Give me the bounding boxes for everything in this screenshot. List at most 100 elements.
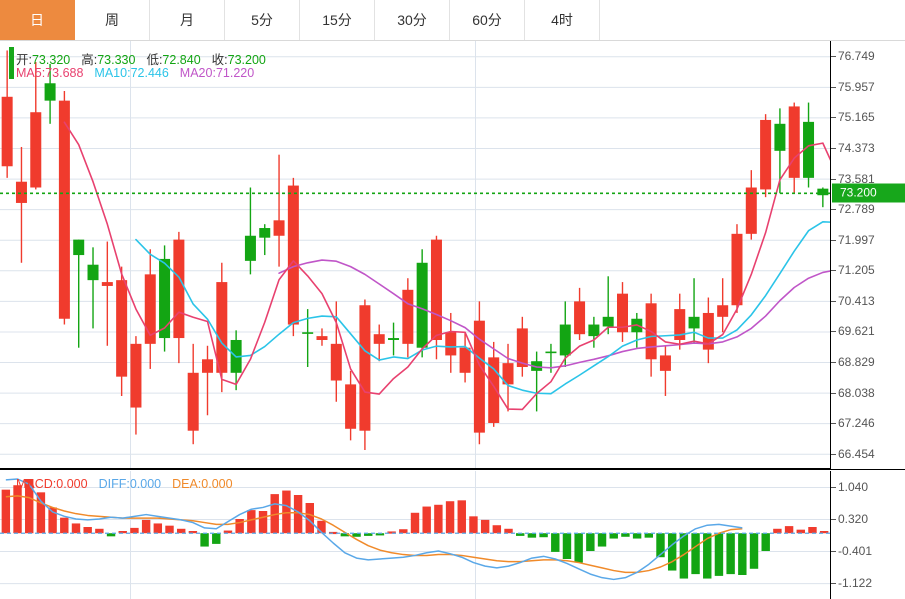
candle: [502, 343, 514, 412]
legend-key: DIFF:: [98, 477, 130, 491]
candle: [101, 241, 113, 346]
legend-key: MA5:: [16, 66, 46, 80]
candle-body: [287, 185, 299, 325]
candle-body: [388, 338, 400, 340]
macd-tick-label: 1.040: [838, 480, 869, 494]
candle-body: [473, 320, 485, 433]
macd-histogram-bar: [586, 533, 595, 551]
macd-histogram-bar: [223, 530, 233, 534]
legend-key: 开:: [16, 53, 32, 67]
tab-4[interactable]: 15分: [300, 0, 375, 40]
candle-body: [345, 384, 357, 429]
macd-tick: [831, 487, 836, 488]
macd-panel[interactable]: MACD:0.000 DIFF:0.000 DEA:0.000: [0, 471, 830, 599]
legend-value: 71.220: [215, 66, 255, 80]
candle: [73, 239, 85, 348]
legend-item: MA20:71.220: [180, 66, 254, 80]
candle: [674, 293, 686, 350]
timeframe-tabbar: 日周月 5分 15分 30分 60分 4时: [0, 0, 905, 41]
tab-5[interactable]: 30分: [375, 0, 450, 40]
macd-histogram-bar: [352, 533, 361, 537]
tab-0[interactable]: 日: [0, 0, 75, 40]
legend-value: 0.000: [201, 477, 233, 491]
macd-histogram-bar: [340, 533, 350, 537]
price-tick: [831, 362, 836, 364]
candle: [574, 287, 586, 340]
candle: [659, 345, 671, 396]
price-tick-label: 68.038: [838, 385, 875, 400]
legend-value: 72.840: [162, 53, 201, 67]
candle-body: [588, 324, 600, 337]
tab-7[interactable]: 4时: [525, 0, 600, 40]
macd-histogram-bar: [784, 526, 794, 534]
legend-key: MA20:: [179, 66, 216, 80]
legend-value: 73.200: [227, 53, 266, 67]
price-tick-label: 66.454: [838, 446, 875, 461]
legend-item: 收:73.200: [212, 53, 266, 67]
macd-histogram-bar: [130, 527, 139, 534]
price-tick: [831, 148, 836, 149]
macd-histogram-bar: [714, 533, 724, 576]
candle-body: [58, 100, 70, 319]
price-tick-label: 70.413: [838, 293, 875, 308]
ma-legend: MA5:73.688 MA10:72.446 MA20:71.220: [16, 66, 265, 80]
price-panel[interactable]: 开:73.320 高:73.330 低:72.840 收:73.200 MA5:73.…: [0, 41, 830, 469]
candle: [144, 249, 156, 369]
price-tick: [831, 209, 836, 211]
candle: [430, 235, 442, 360]
macd-histogram-bar: [726, 533, 735, 575]
macd-histogram-bar: [773, 528, 782, 534]
macd-histogram-bar: [667, 533, 677, 571]
candle: [330, 301, 342, 402]
candlestick-svg: [0, 41, 830, 469]
macd-histogram-bar: [48, 507, 57, 534]
legend-key: DEA:: [172, 477, 202, 491]
candle-body: [259, 228, 271, 238]
tab-2[interactable]: 月: [150, 0, 225, 40]
tab-6[interactable]: 60分: [450, 0, 525, 40]
macd-histogram-bar: [527, 533, 537, 538]
macd-histogram-bar: [551, 533, 560, 552]
macd-line: [5, 478, 743, 581]
candle-body: [702, 312, 714, 350]
legend-value: 0.000: [56, 477, 88, 491]
macd-histogram-bar: [469, 516, 478, 534]
candle: [745, 170, 757, 240]
candle-body: [545, 351, 557, 354]
macd-histogram-bar: [761, 533, 770, 551]
candle: [359, 299, 371, 451]
macd-histogram-bar: [691, 533, 700, 575]
macd-histogram-bar: [165, 525, 174, 534]
macd-histogram-bar: [328, 531, 338, 535]
price-tick-label: 71.205: [838, 263, 875, 278]
price-tick-label: 67.246: [838, 416, 875, 431]
candle-body: [316, 336, 328, 340]
macd-histogram-bar: [422, 506, 431, 534]
macd-histogram-bar: [317, 520, 326, 534]
macd-tick: [831, 519, 836, 520]
price-tick-label: 69.621: [838, 324, 875, 339]
current-price-badge: 73.200: [832, 183, 905, 203]
tab-1[interactable]: 周: [75, 0, 150, 40]
macd-tick: [831, 583, 836, 585]
legend-key: MA10:: [94, 66, 131, 80]
candle-body: [574, 301, 586, 335]
candle-body: [202, 359, 213, 373]
price-tick-label: 76.749: [838, 49, 875, 64]
ma-line: [63, 121, 830, 411]
candle-body: [101, 282, 113, 286]
candle: [402, 278, 414, 358]
candle-body: [445, 332, 457, 356]
tab-3[interactable]: 5分: [225, 0, 300, 40]
macd-histogram-bar: [562, 533, 572, 559]
macd-svg: [0, 471, 830, 599]
legend-value: 72.446: [130, 66, 169, 80]
ohlc-legend: 开:73.320 高:73.330 低:72.840 收:73.200: [16, 49, 277, 68]
macd-histogram-bar: [364, 533, 373, 536]
legend-item: MA5:73.688: [16, 66, 83, 80]
macd-histogram-bar: [375, 533, 385, 536]
price-tick: [831, 56, 836, 58]
macd-histogram-bar: [609, 533, 618, 539]
candle: [760, 114, 772, 198]
